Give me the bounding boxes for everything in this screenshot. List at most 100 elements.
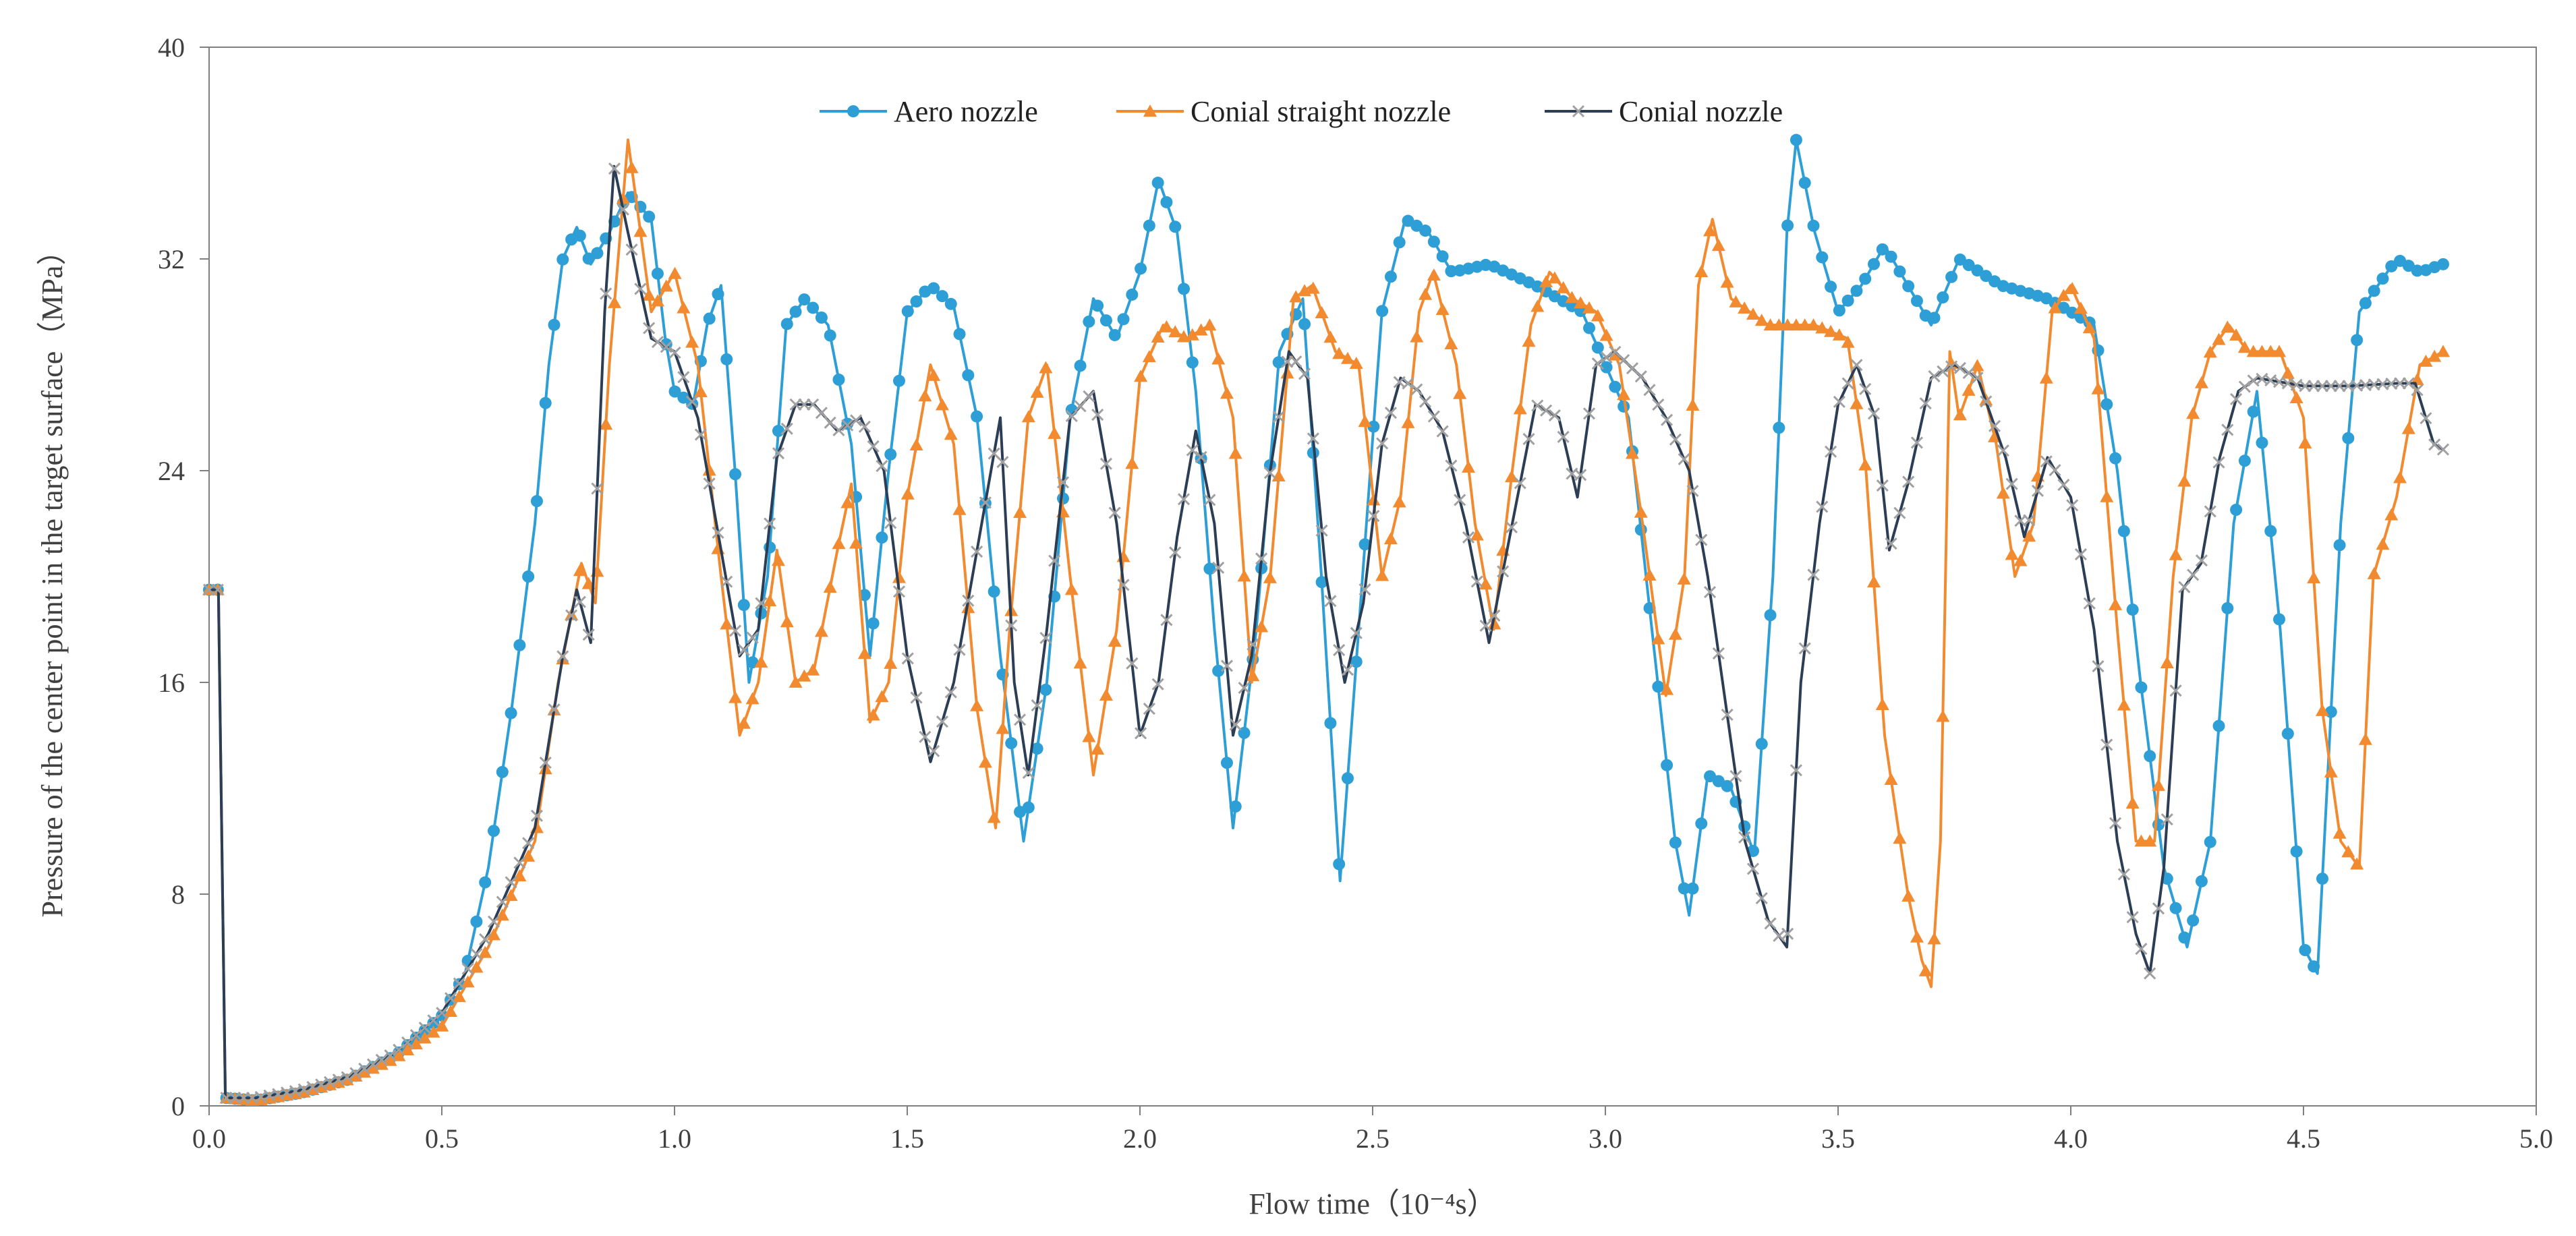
data-point <box>2385 260 2398 272</box>
data-point <box>815 312 828 324</box>
data-point <box>2204 835 2216 848</box>
data-point <box>625 160 639 173</box>
data-point <box>1798 177 1811 189</box>
data-point <box>2247 405 2260 418</box>
data-point <box>582 252 595 265</box>
data-point <box>1721 779 1734 792</box>
data-point <box>1177 493 1191 506</box>
data-point <box>479 876 492 889</box>
data-point <box>1410 330 1424 343</box>
data-point <box>2187 568 2200 581</box>
data-point <box>1013 506 1027 519</box>
data-point <box>1005 737 1018 750</box>
data-point <box>2230 504 2243 517</box>
data-point <box>427 1017 440 1030</box>
data-point <box>2256 436 2268 449</box>
data-point <box>1306 281 1320 294</box>
data-point <box>383 1053 397 1066</box>
data-point <box>1867 575 1881 588</box>
data-point <box>1763 318 1777 331</box>
data-point <box>2057 289 2071 301</box>
data-point <box>996 722 1010 734</box>
data-point <box>824 329 836 342</box>
series-layer <box>202 134 2450 1107</box>
data-point <box>1220 386 1234 399</box>
series-markers <box>202 162 2450 1105</box>
data-point <box>2083 597 2096 610</box>
data-point <box>746 631 759 644</box>
data-point <box>1247 638 1259 651</box>
data-point <box>1661 759 1673 771</box>
data-point <box>2144 750 2156 763</box>
data-point <box>1832 328 1846 341</box>
data-point <box>2178 931 2191 944</box>
data-point <box>1669 433 1682 446</box>
data-point <box>1884 772 1898 785</box>
data-point <box>633 225 648 237</box>
data-point <box>1099 457 1112 470</box>
data-point <box>1980 270 1993 283</box>
data-point <box>1461 460 1475 473</box>
data-point <box>2221 423 2234 436</box>
data-point <box>2109 817 2122 829</box>
data-point <box>1893 506 1906 519</box>
data-point <box>1349 356 1363 369</box>
data-point <box>737 643 750 656</box>
data-point <box>2316 380 2329 392</box>
data-point <box>2315 703 2329 716</box>
data-point <box>971 410 983 423</box>
data-point <box>1617 388 1631 401</box>
data-point <box>1599 328 1613 341</box>
data-point <box>1419 395 1432 408</box>
data-point <box>1073 656 1087 669</box>
data-point <box>712 288 724 301</box>
data-point <box>754 655 768 668</box>
data-point <box>1195 450 1207 463</box>
data-point <box>1056 476 1070 489</box>
data-point <box>1686 399 1700 411</box>
data-point <box>1901 889 1916 902</box>
data-point <box>1246 669 1260 682</box>
data-point <box>1255 620 1269 632</box>
data-point <box>1169 220 1182 233</box>
data-point <box>823 580 837 593</box>
data-point <box>2195 875 2208 887</box>
data-point <box>2358 732 2372 745</box>
data-point <box>2299 944 2312 957</box>
data-point <box>1402 377 1414 390</box>
data-point <box>2005 548 2019 560</box>
data-point <box>1902 280 1915 293</box>
data-point <box>858 420 871 433</box>
data-point <box>1816 251 1829 264</box>
data-point <box>867 440 880 452</box>
data-point <box>2298 436 2312 449</box>
data-point <box>1324 717 1337 730</box>
data-point <box>1625 446 1639 459</box>
data-point <box>1117 313 1130 326</box>
data-point <box>522 570 535 583</box>
data-point <box>1220 757 1233 769</box>
data-point <box>1135 727 1147 740</box>
data-point <box>2074 548 2087 561</box>
data-point <box>2238 454 2251 467</box>
data-point <box>2144 967 2156 980</box>
data-point <box>685 335 699 348</box>
data-point <box>1444 337 1458 350</box>
data-point <box>1755 738 1768 751</box>
data-point <box>1341 664 1354 676</box>
data-point <box>1383 532 1398 545</box>
data-point <box>780 615 794 628</box>
data-point <box>746 656 759 669</box>
data-point <box>2126 911 2139 924</box>
data-point <box>1013 713 1027 726</box>
data-point <box>952 502 967 515</box>
data-point <box>2428 438 2441 451</box>
data-point <box>979 496 992 509</box>
data-point <box>2212 719 2225 732</box>
data-point <box>1962 366 1975 380</box>
data-point <box>496 765 509 778</box>
data-point <box>1392 495 1406 508</box>
data-point <box>1427 235 1440 248</box>
data-point <box>478 945 492 958</box>
